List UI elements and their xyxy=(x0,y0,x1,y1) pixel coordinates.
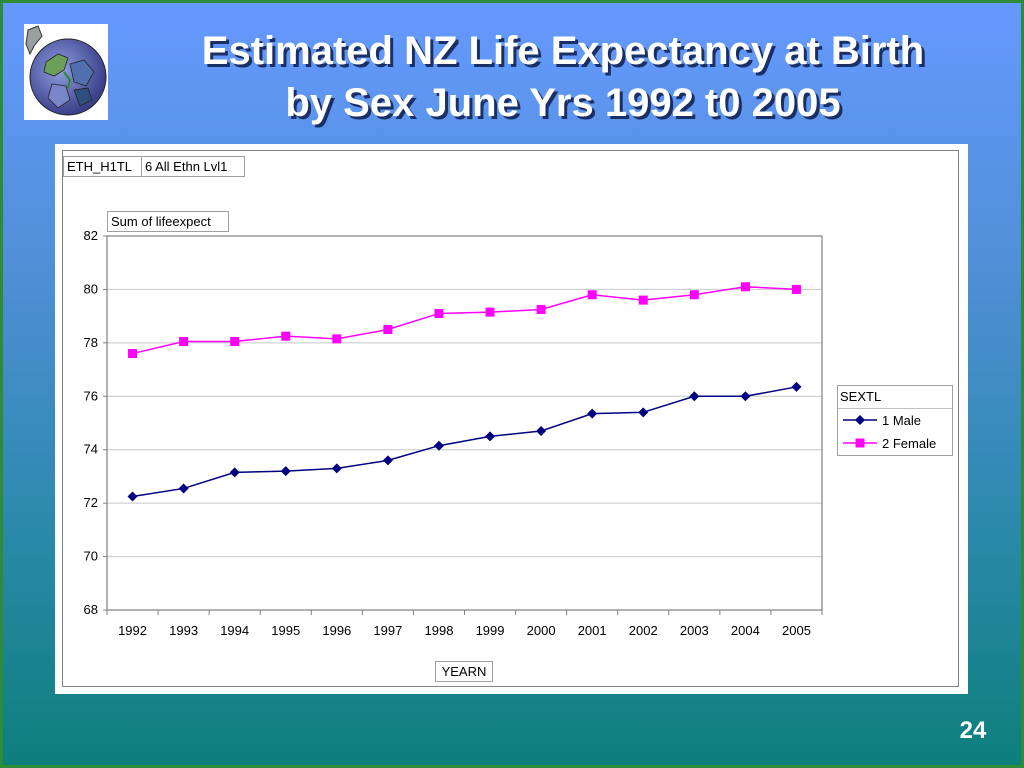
y-tick-label: 78 xyxy=(84,335,98,350)
x-tick-label: 2002 xyxy=(629,623,658,638)
title-line-2: by Sex June Yrs 1992 t0 2005 xyxy=(285,81,841,125)
data-point-male xyxy=(280,466,291,477)
data-point-male xyxy=(331,463,342,474)
data-field-label: Sum of lifeexpect xyxy=(111,214,211,229)
legend[interactable]: SEXTL 1 Male 2 Female xyxy=(837,385,953,456)
x-tick-label: 1993 xyxy=(169,623,198,638)
series-line-2 xyxy=(132,286,797,355)
data-point-male xyxy=(536,426,547,437)
y-tick-label: 70 xyxy=(84,549,98,564)
data-point-female xyxy=(179,337,189,347)
data-point-female xyxy=(485,307,495,317)
x-tick-label: 1999 xyxy=(476,623,505,638)
x-tick-label: 2004 xyxy=(731,623,760,638)
data-point-female xyxy=(740,282,750,292)
data-point-male xyxy=(740,391,751,402)
y-tick-label: 82 xyxy=(84,228,98,243)
page-number: 24 xyxy=(959,717,987,744)
data-point-female xyxy=(383,325,393,334)
data-point-male xyxy=(485,431,496,442)
data-point-female xyxy=(332,334,342,344)
legend-label-2: 2 Female xyxy=(882,436,936,451)
data-point-female xyxy=(230,337,240,347)
data-point-male xyxy=(689,391,700,402)
x-axis-field-button[interactable] xyxy=(435,661,493,682)
legend-marker-male xyxy=(855,415,865,425)
data-point-male xyxy=(178,483,189,494)
y-tick-label: 72 xyxy=(84,495,98,510)
filter-field-label: ETH_H1TL xyxy=(67,159,132,174)
chart-area-border xyxy=(62,150,959,687)
data-point-female xyxy=(434,308,444,318)
x-tick-label: 2000 xyxy=(527,623,556,638)
data-point-female xyxy=(536,304,546,314)
data-point-female xyxy=(587,290,597,300)
legend-title: SEXTL xyxy=(840,389,881,404)
data-point-female xyxy=(128,349,138,359)
series-line-1 xyxy=(132,386,797,498)
pivot-chart: ETH_H1TL 6 All Ethn Lvl1 Sum of lifeexpe… xyxy=(62,150,959,687)
data-point-male xyxy=(433,440,444,451)
data-point-male xyxy=(587,408,598,419)
x-tick-label: 1992 xyxy=(118,623,147,638)
title-line-1: Estimated NZ Life Expectancy at Birth xyxy=(201,29,925,73)
x-axis-field[interactable]: YEARN xyxy=(435,661,493,682)
x-tick-label: 1994 xyxy=(220,623,249,638)
x-tick-label: 1995 xyxy=(271,623,300,638)
legend-marker-female xyxy=(855,438,865,448)
x-tick-label: 2003 xyxy=(680,623,709,638)
x-tick-label: 1996 xyxy=(322,623,351,638)
data-point-male xyxy=(791,381,802,392)
data-point-female xyxy=(281,331,291,341)
data-point-male xyxy=(229,467,240,478)
data-point-female xyxy=(638,295,648,305)
y-tick-label: 74 xyxy=(84,442,98,457)
x-tick-label: 1997 xyxy=(373,623,402,638)
filter-value-label: 6 All Ethn Lvl1 xyxy=(145,159,227,174)
y-tick-label: 80 xyxy=(84,281,98,296)
plot-area: 68 70 72 74 76 78 80 82 1992 1993 1994 1995 1996 1997… xyxy=(84,228,823,638)
x-tick-label: 2001 xyxy=(578,623,607,638)
x-tick-label: 1998 xyxy=(425,623,454,638)
data-field-button[interactable] xyxy=(107,211,229,232)
data-point-male xyxy=(638,407,649,418)
filter-value-button[interactable] xyxy=(141,156,245,177)
slide-title: Estimated NZ Life Expectancy at Birth by… xyxy=(123,25,1003,129)
globe-logo xyxy=(24,24,108,120)
y-tick-label: 76 xyxy=(84,388,98,403)
data-point-male xyxy=(382,455,393,466)
x-tick-label: 2005 xyxy=(782,623,811,638)
data-point-female xyxy=(689,290,699,300)
globe-icon xyxy=(25,25,107,116)
chart-panel: ETH_H1TL 6 All Ethn Lvl1 Sum of lifeexpe… xyxy=(55,144,968,694)
y-tick-label: 68 xyxy=(84,602,98,617)
data-field[interactable]: Sum of lifeexpect xyxy=(107,211,229,232)
x-axis-title: YEARN xyxy=(442,664,487,679)
data-point-female xyxy=(791,284,801,294)
legend-label-1: 1 Male xyxy=(882,413,921,428)
page-field-filter[interactable]: ETH_H1TL 6 All Ethn Lvl1 xyxy=(63,156,245,177)
